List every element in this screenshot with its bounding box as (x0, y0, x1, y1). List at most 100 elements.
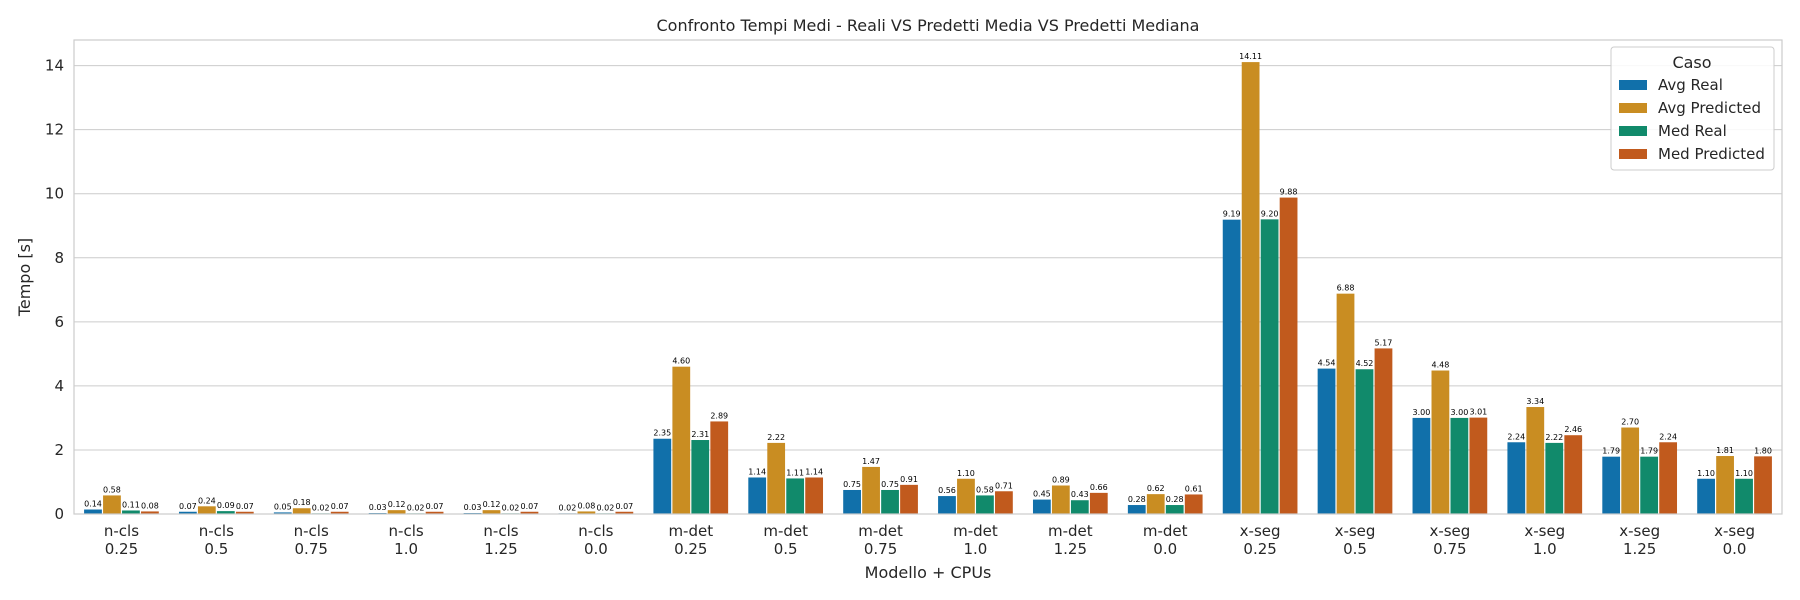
x-tick-label: n-cls 0.0 (578, 522, 613, 558)
legend-entry: Avg Real (1658, 76, 1723, 94)
bar (653, 438, 672, 514)
chart-title: Confronto Tempi Medi - Reali VS Predetti… (657, 16, 1200, 35)
bar-value-label: 14.11 (1239, 52, 1262, 61)
bar (1659, 442, 1678, 514)
y-tick-label: 8 (54, 249, 64, 267)
y-tick-label: 14 (45, 57, 64, 75)
y-tick-label: 4 (54, 377, 64, 395)
x-tick-label: n-cls 0.75 (294, 522, 329, 558)
bar-value-label: 3.00 (1413, 408, 1431, 417)
bar-value-label: 2.70 (1621, 418, 1639, 427)
bar (938, 496, 956, 514)
x-tick-label: n-cls 1.0 (389, 522, 424, 558)
bar-value-label: 0.18 (293, 498, 311, 507)
bar-value-label: 1.14 (805, 467, 823, 476)
bar-value-label: 0.91 (900, 475, 918, 484)
bar-value-label: 0.07 (331, 502, 349, 511)
bar-value-label: 2.35 (653, 429, 671, 438)
bar (1697, 478, 1715, 514)
bar (1222, 219, 1241, 514)
bar-value-label: 0.02 (312, 503, 330, 512)
legend-box (1610, 46, 1775, 171)
bar (235, 511, 254, 514)
bar (1602, 456, 1621, 514)
legend-entry: Med Predicted (1658, 145, 1765, 163)
bar (178, 511, 197, 514)
bar (995, 491, 1013, 514)
y-tick-labels: 0 2 4 6 8 10 12 14 (45, 57, 64, 523)
x-tick-label: m-det 0.0 (1143, 522, 1188, 558)
x-tick-label: x-seg 0.5 (1335, 522, 1376, 558)
bar (1754, 456, 1772, 514)
bar (672, 366, 691, 514)
legend-swatch (1619, 126, 1647, 136)
x-tick-label: m-det 1.25 (1048, 522, 1093, 558)
bar (1336, 293, 1355, 514)
bar-value-label: 0.02 (596, 503, 614, 512)
bar-value-label: 1.81 (1716, 446, 1734, 455)
x-tick-label: n-cls 0.5 (199, 522, 234, 558)
x-tick-label: n-cls 0.25 (104, 522, 139, 558)
bar-value-label: 0.05 (274, 502, 292, 511)
bar-value-label: 2.24 (1659, 432, 1677, 441)
legend-swatch (1619, 149, 1647, 159)
legend: Caso Avg Real Avg Predicted Med Real Med Pr… (1610, 46, 1775, 171)
y-tick-label: 0 (54, 505, 64, 523)
bar-value-label: 0.75 (881, 480, 899, 489)
bar (748, 477, 767, 514)
bar-value-label: 4.60 (672, 357, 690, 366)
bar-value-label: 9.19 (1223, 210, 1241, 219)
bar (1469, 417, 1488, 514)
bar-value-label: 4.52 (1356, 359, 1374, 368)
legend-swatch (1619, 80, 1647, 90)
y-axis-label: Tempo [s] (15, 238, 34, 317)
bar-value-label: 0.07 (521, 502, 539, 511)
bar (1165, 505, 1184, 514)
bar (1127, 505, 1146, 514)
bar (1412, 417, 1431, 514)
bar (1089, 492, 1108, 514)
bar-value-label: 0.62 (1147, 484, 1165, 493)
bar-value-label: 0.07 (179, 502, 197, 511)
x-tick-label: m-det 0.25 (668, 522, 713, 558)
bar-value-label: 2.46 (1564, 425, 1582, 434)
bar (1735, 478, 1753, 514)
bar (881, 489, 899, 514)
bar-value-label: 0.61 (1185, 484, 1203, 493)
bar-value-label: 2.22 (767, 433, 785, 442)
bar (1450, 417, 1469, 514)
bar-value-label: 0.14 (84, 500, 102, 509)
bar-value-label: 0.28 (1166, 495, 1184, 504)
bar-value-label: 1.14 (748, 467, 766, 476)
legend-entry: Med Real (1658, 122, 1727, 140)
bar-value-label: 1.10 (1735, 469, 1753, 478)
bar-value-label: 0.03 (464, 503, 482, 512)
bar (710, 421, 729, 514)
bar (1032, 499, 1051, 514)
plot-background (74, 40, 1782, 514)
bar-value-label: 2.22 (1545, 433, 1563, 442)
y-tick-label: 6 (54, 313, 64, 331)
bar (843, 489, 861, 514)
x-tick-label: x-seg 1.0 (1524, 522, 1565, 558)
bar-value-label: 0.11 (122, 500, 140, 509)
bar-value-label: 1.47 (862, 457, 880, 466)
bar-value-label: 3.01 (1469, 408, 1487, 417)
bar-value-label: 5.17 (1375, 338, 1393, 347)
x-tick-label: m-det 0.5 (763, 522, 808, 558)
bar (1279, 197, 1298, 514)
bar-value-label: 0.12 (388, 500, 406, 509)
bar (482, 510, 501, 514)
x-tick-labels: n-cls 0.25 n-cls 0.5 n-cls 0.75 n-cls 1.0 n-cls 1… (104, 522, 1755, 558)
bar-value-label: 0.28 (1128, 495, 1146, 504)
bar-value-label: 1.11 (786, 468, 804, 477)
bar-value-label: 0.89 (1052, 475, 1070, 484)
bar (767, 442, 786, 514)
x-tick-label: x-seg 1.25 (1619, 522, 1660, 558)
x-tick-label: x-seg 0.25 (1240, 522, 1281, 558)
bar (900, 484, 918, 514)
grid-lines (74, 65, 1782, 515)
bar-value-label: 0.56 (938, 486, 956, 495)
bar-value-label: 1.10 (957, 469, 975, 478)
bar (786, 478, 805, 514)
